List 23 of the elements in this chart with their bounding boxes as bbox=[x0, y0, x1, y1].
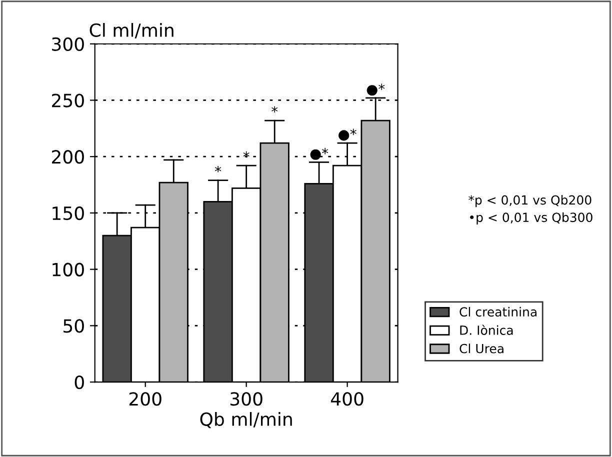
y-tick-label: 150 bbox=[52, 206, 84, 220]
annotation: ●* bbox=[310, 148, 328, 160]
annotation: ●* bbox=[366, 84, 385, 96]
y-axis-title: Cl ml/min bbox=[90, 23, 174, 38]
legend-label: D. Iònica bbox=[460, 324, 513, 335]
x-tick-label: 200 bbox=[129, 392, 162, 406]
legend-label: Cl creatinina bbox=[460, 306, 536, 317]
text: •p < 0,01 vs Qb300 bbox=[470, 212, 592, 224]
y-tick-label: 250 bbox=[52, 94, 84, 108]
y-tick-label: 300 bbox=[52, 37, 84, 51]
x-tick-label: 300 bbox=[230, 392, 262, 406]
annotation: * bbox=[272, 106, 278, 113]
text: *p < 0,01 vs Qb200 bbox=[468, 195, 592, 208]
y-tick-label: 50 bbox=[64, 319, 84, 333]
annotation: ●* bbox=[338, 128, 356, 141]
x-tick-label: 400 bbox=[330, 392, 364, 406]
legend-label: Cl Urea bbox=[460, 344, 504, 354]
x-axis-title: Qb ml/min bbox=[200, 412, 292, 428]
annotation: * bbox=[243, 151, 250, 158]
y-tick-label: 200 bbox=[52, 150, 84, 164]
y-tick-label: 0 bbox=[74, 376, 84, 390]
annotation: * bbox=[215, 166, 222, 172]
y-tick-label: 100 bbox=[52, 262, 84, 276]
